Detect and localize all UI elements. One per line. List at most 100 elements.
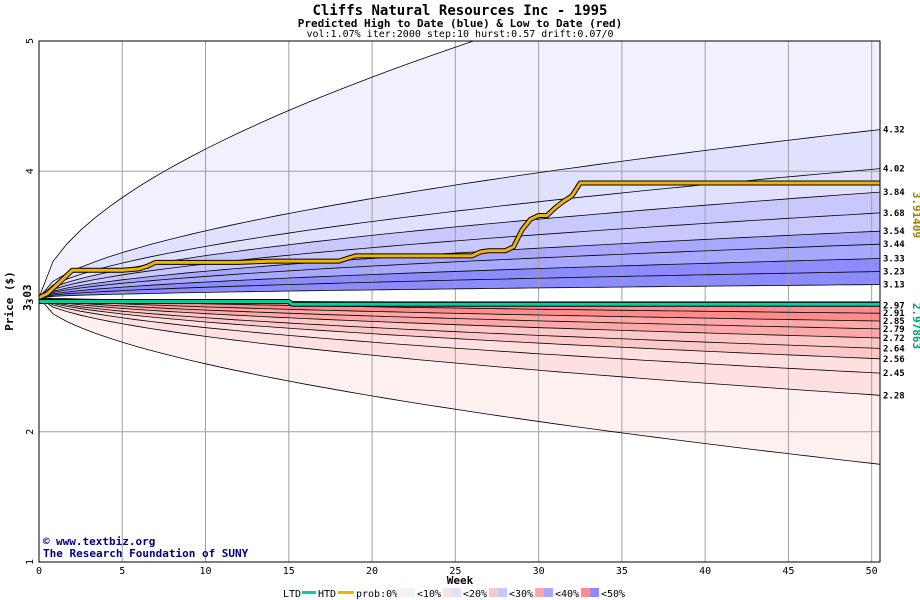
band-boundary-17	[39, 297, 880, 322]
high-band-4	[39, 212, 880, 298]
x-tick-label: 10	[200, 566, 212, 577]
y-tick-label: 4	[25, 168, 36, 174]
band-end-labels: 4.32 4.02 3.84 3.68 3.54 3.44 3.33 3.23 3.13 2.97…	[883, 126, 905, 402]
band-end-label: 4.32	[883, 126, 905, 136]
x-tick-label: 45	[782, 566, 794, 577]
legend-swatch-high	[544, 588, 553, 597]
band-boundary-4	[39, 212, 880, 298]
band-boundary-9	[39, 284, 880, 298]
legend-swatch-low	[397, 588, 406, 597]
x-axis-ticks: 0 5 10 15 20 25 30 35 40 45 50	[36, 566, 878, 577]
band-boundary-15	[39, 297, 880, 339]
x-tick-label: 50	[866, 566, 878, 577]
center-band-high	[39, 284, 880, 298]
legend-htd-label: HTD	[318, 589, 336, 600]
x-axis-label: Week	[447, 574, 474, 587]
band-end-label: 3.23	[883, 268, 905, 278]
legend-item-label: <30%	[509, 589, 533, 600]
start-price-label: 3.03	[21, 284, 34, 311]
htd-line	[39, 181, 880, 299]
band-boundary-8	[39, 271, 880, 298]
low-band-5	[39, 297, 880, 338]
y-tick-label: 1	[25, 559, 36, 565]
legend-swatch-high	[590, 588, 599, 597]
low-band-0	[39, 297, 880, 465]
current-high-label: 3.91409	[910, 192, 920, 238]
band-end-label: 3.84	[883, 188, 905, 198]
legend-item-label: <50%	[601, 589, 625, 600]
x-tick-label: 20	[366, 566, 378, 577]
band-boundary-10	[39, 297, 880, 465]
high-band-3	[39, 192, 880, 298]
ltd-line	[39, 300, 880, 306]
high-band-7	[39, 258, 880, 298]
y-axis-label: Price ($)	[3, 271, 16, 331]
low-band-7	[39, 297, 880, 321]
band-boundary-7	[39, 258, 880, 298]
high-band-8	[39, 271, 880, 298]
band-end-label: 3.13	[883, 281, 905, 291]
band-end-label: 2.79	[883, 325, 905, 335]
legend-htd-swatch	[338, 591, 354, 594]
band-end-label: 2.85	[883, 317, 905, 327]
band-boundary-1	[39, 129, 880, 298]
high-band-5	[39, 231, 880, 298]
legend-ltd-swatch	[302, 591, 316, 594]
band-end-label: 4.02	[883, 165, 905, 175]
band-boundary-11	[39, 297, 880, 396]
low-band-3	[39, 297, 880, 359]
band-end-label: 3.68	[883, 209, 905, 219]
series-lines	[39, 41, 880, 465]
legend-swatch-high	[498, 588, 507, 597]
band-end-label: 2.72	[883, 334, 905, 344]
band-boundary-14	[39, 297, 880, 349]
legend-swatch-low	[443, 588, 452, 597]
low-band-2	[39, 297, 880, 374]
plot-frame	[38, 40, 881, 563]
band-end-label: 2.45	[883, 369, 905, 379]
legend-item-label: <40%	[555, 589, 579, 600]
legend-swatch-high	[452, 588, 461, 597]
band-boundary-3	[39, 191, 880, 298]
chart-subtitle: Predicted High to Date (blue) & Low to D…	[298, 17, 623, 30]
current-low-label: 2.97863	[910, 303, 920, 349]
low-band-6	[39, 297, 880, 329]
legend-swatch-low	[581, 588, 590, 597]
y-axis-ticks: 1 2 3 4 5	[25, 38, 36, 565]
band-end-label: 3.44	[883, 240, 905, 250]
chart-title: Cliffs Natural Resources Inc - 1995	[312, 3, 607, 19]
band-boundary-16	[39, 297, 880, 330]
high-band-0	[39, 41, 880, 298]
band-boundary-5	[39, 230, 880, 298]
credit-url: www.textbiz.org	[56, 535, 155, 548]
y-tick-label: 3	[25, 298, 36, 304]
low-band-1	[39, 297, 880, 396]
legend-item-label: <20%	[463, 589, 487, 600]
band-boundary-6	[39, 243, 880, 298]
y-tick-label: 2	[25, 429, 36, 435]
x-tick-label: 5	[119, 566, 125, 577]
band-boundary-12	[39, 297, 880, 374]
y-tick-label: 5	[25, 38, 36, 44]
low-band-4	[39, 297, 880, 349]
x-tick-label: 0	[36, 566, 42, 577]
band-end-label: 2.64	[883, 344, 905, 354]
legend-item-label: <10%	[417, 589, 441, 600]
band-end-label: 2.91	[883, 309, 905, 319]
legend-ltd-label: LTD	[283, 589, 301, 600]
x-tick-label: 40	[699, 566, 711, 577]
credit-copyright-icon: ©	[43, 535, 50, 548]
band-end-label: 2.97	[883, 301, 905, 311]
band-boundary-0	[39, 41, 475, 298]
legend-swatch-low	[489, 588, 498, 597]
credit-organization: The Research Foundation of SUNY	[43, 547, 249, 560]
x-tick-label: 25	[449, 566, 461, 577]
band-end-label: 3.33	[883, 255, 905, 265]
band-boundary-13	[39, 297, 880, 360]
legend: LTD HTD prob:0% <10% <20% <30% <40% <50%	[283, 588, 625, 600]
band-end-label: 3.54	[883, 227, 905, 237]
high-band-2	[39, 168, 880, 298]
band-end-label: 2.56	[883, 355, 905, 365]
chart-parameters: vol:1.07% iter:2000 step:10 hurst:0.57 d…	[306, 29, 613, 40]
